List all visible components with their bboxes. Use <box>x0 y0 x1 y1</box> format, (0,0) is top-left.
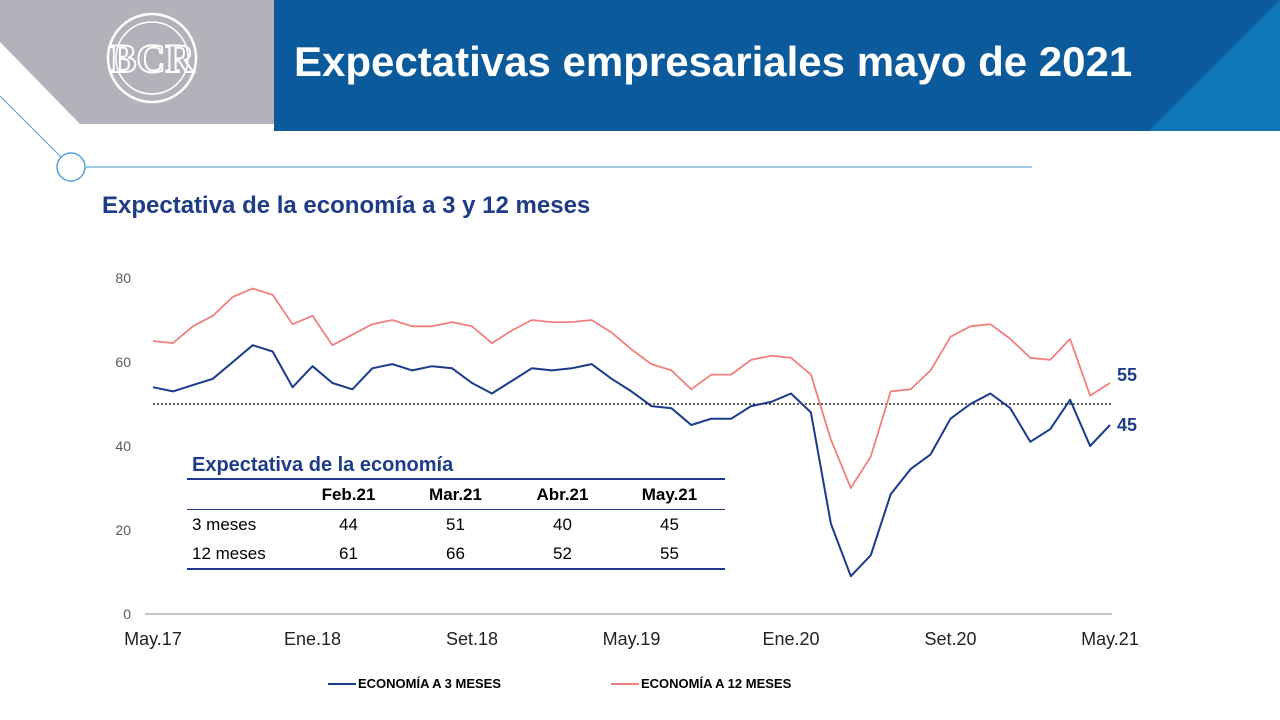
y-tick-label: 80 <box>115 270 131 286</box>
series-line-12m <box>152 287 1111 489</box>
table-top-rule <box>187 478 725 480</box>
table-cell: 51 <box>446 514 465 534</box>
end-label-12m: 55 <box>1117 365 1137 385</box>
table-header-cell: May.21 <box>641 484 698 504</box>
table-cell: 55 <box>660 543 679 563</box>
table-header-row: Feb.21 Mar.21 Abr.21 May.21 <box>187 480 725 509</box>
y-tick-label: 60 <box>115 354 131 370</box>
table-header-cell: Feb.21 <box>321 484 376 504</box>
table-title: Expectativa de la economía <box>192 454 454 476</box>
table-cell: 44 <box>339 514 358 534</box>
legend-item-3m: ECONOMÍA A 3 MESES <box>328 676 501 691</box>
chart-legend: ECONOMÍA A 3 MESES ECONOMÍA A 12 MESES <box>0 676 1280 696</box>
table-row: 12 meses 61 66 52 55 <box>187 539 725 568</box>
x-tick-label: Set.18 <box>446 629 498 649</box>
series-line-3m <box>152 344 1111 578</box>
table-cell: 3 meses <box>192 514 257 534</box>
chart-subtitle: Expectativa de la economía a 3 y 12 mese… <box>102 192 591 219</box>
y-tick-label: 20 <box>115 522 131 538</box>
y-tick-label: 0 <box>123 606 131 622</box>
expectations-table: Expectativa de la economía Feb.21 Mar.21… <box>187 452 725 570</box>
x-tick-label: Ene.20 <box>762 629 819 649</box>
x-tick-label: May.19 <box>603 629 661 649</box>
table-cell: 12 meses <box>192 543 266 563</box>
table-cell: 66 <box>446 543 465 563</box>
logo-monogram-text: BCR <box>110 36 196 81</box>
header-bar: Expectativas empresariales mayo de 2021 <box>274 0 1280 131</box>
x-tick-label: Ene.18 <box>284 629 341 649</box>
x-tick-label: Set.20 <box>924 629 976 649</box>
x-tick-label: May.17 <box>124 629 182 649</box>
table-cell: 40 <box>553 514 572 534</box>
logo-panel: BCR <box>0 0 276 124</box>
bcrp-monogram-icon: BCR <box>106 12 198 104</box>
table-header-cell: Mar.21 <box>429 484 482 504</box>
legend-item-12m: ECONOMÍA A 12 MESES <box>611 676 791 691</box>
end-label-3m: 45 <box>1117 415 1137 435</box>
table-header-rule <box>187 509 725 510</box>
table-bottom-rule <box>187 568 725 570</box>
y-tick-label: 40 <box>115 438 131 454</box>
logo-background-shape <box>0 0 276 124</box>
table-row: 3 meses 44 51 40 45 <box>187 510 725 539</box>
header-accent <box>1149 0 1280 131</box>
legend-swatch-3m <box>328 682 356 685</box>
legend-label-3m: ECONOMÍA A 3 MESES <box>358 676 502 691</box>
table-cell: 52 <box>553 543 572 563</box>
x-tick-label: May.21 <box>1081 629 1139 649</box>
page-title: Expectativas empresariales mayo de 2021 <box>294 38 1133 85</box>
table-cell: 61 <box>339 543 358 563</box>
legend-swatch-12m <box>611 682 639 685</box>
legend-label-12m: ECONOMÍA A 12 MESES <box>641 676 792 691</box>
table-header-cell: Abr.21 <box>536 484 589 504</box>
table-cell: 45 <box>660 514 679 534</box>
